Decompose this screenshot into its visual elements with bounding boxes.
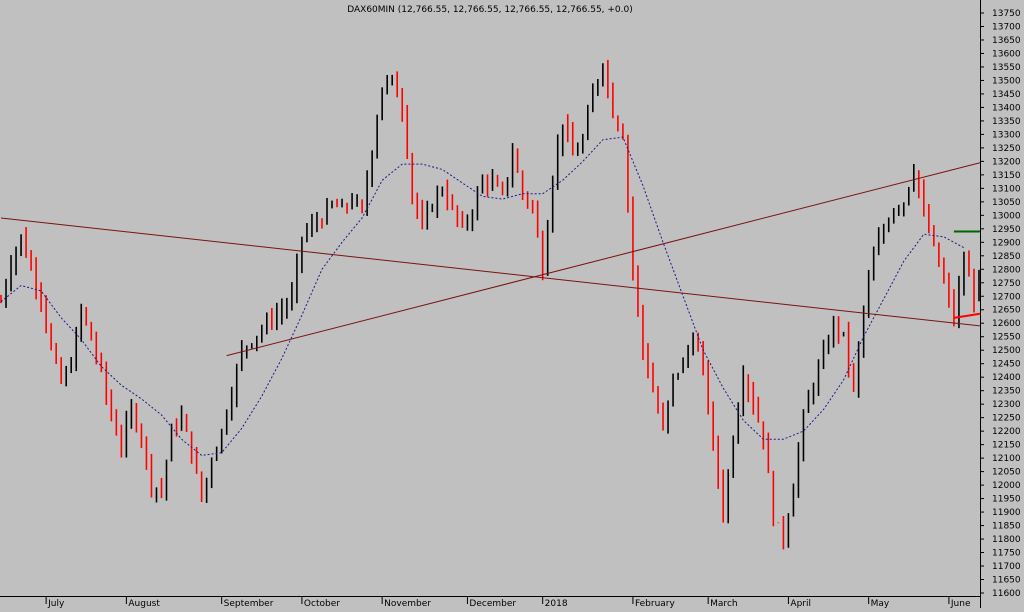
y-tick-label: 12900 — [992, 238, 1021, 248]
y-tick-label: 12350 — [992, 387, 1021, 397]
horizontal-marks — [953, 230, 981, 319]
chart-title: DAX60MIN (12,766.55, 12,766.55, 12,766.5… — [347, 5, 633, 15]
y-tick-label: 13600 — [992, 49, 1021, 59]
x-tick-label: March — [710, 599, 737, 608]
x-tick-label: February — [635, 599, 676, 608]
y-axis-ticks: 11600 11650 11700 11750 11800 11850 11900 11950… — [980, 9, 1021, 599]
y-tick-label: 13350 — [992, 117, 1021, 127]
y-tick-label: 12100 — [992, 454, 1021, 464]
y-tick-label: 12750 — [992, 279, 1021, 289]
x-tick-label: July — [47, 599, 65, 608]
y-tick-label: 13000 — [992, 211, 1021, 221]
y-tick-label: 12200 — [992, 427, 1021, 437]
y-tick-label: 13400 — [992, 103, 1021, 113]
y-tick-label: 12600 — [992, 319, 1021, 329]
price-level-mark — [953, 312, 981, 319]
moving-average-path — [0, 136, 965, 456]
x-tick-label: August — [128, 599, 160, 608]
y-tick-label: 12950 — [992, 225, 1021, 235]
y-tick-label: 11850 — [992, 522, 1021, 532]
y-tick-label: 12300 — [992, 400, 1021, 410]
price-bars — [0, 59, 980, 550]
y-tick-label: 13500 — [992, 76, 1021, 86]
y-tick-label: 12450 — [992, 360, 1021, 370]
y-tick-label: 11900 — [992, 508, 1021, 518]
y-tick-label: 13650 — [992, 36, 1021, 46]
trendlines — [0, 162, 981, 357]
x-tick-label: June — [950, 599, 971, 608]
y-tick-label: 11750 — [992, 549, 1021, 559]
x-tick-label: September — [224, 599, 274, 608]
y-tick-label: 13150 — [992, 171, 1021, 181]
x-tick-label: December — [469, 599, 516, 608]
trendline — [226, 162, 981, 357]
x-tick-label: April — [790, 599, 811, 608]
y-tick-label: 13700 — [992, 22, 1021, 32]
y-tick-label: 11700 — [992, 562, 1021, 572]
y-tick-label: 12800 — [992, 265, 1021, 275]
y-tick-label: 12250 — [992, 414, 1021, 424]
y-tick-label: 12400 — [992, 373, 1021, 383]
y-tick-label: 12150 — [992, 441, 1021, 451]
x-tick-label: November — [384, 599, 431, 608]
moving-average-line — [0, 136, 965, 456]
y-tick-label: 12500 — [992, 346, 1021, 356]
y-tick-label: 12550 — [992, 333, 1021, 343]
y-tick-label: 11950 — [992, 495, 1021, 505]
y-tick-label: 13300 — [992, 130, 1021, 140]
y-tick-label: 13250 — [992, 144, 1021, 154]
trendline — [0, 217, 981, 327]
x-tick-label: May — [871, 599, 890, 608]
y-tick-label: 13200 — [992, 157, 1021, 167]
y-tick-label: 12650 — [992, 306, 1021, 316]
y-tick-label: 12000 — [992, 481, 1021, 491]
y-tick-label: 13100 — [992, 184, 1021, 194]
y-tick-label: 11600 — [992, 589, 1021, 599]
y-tick-label: 11650 — [992, 576, 1021, 586]
y-tick-label: 13750 — [992, 9, 1021, 19]
x-tick-label: October — [304, 599, 340, 608]
x-axis-labels: July August September October November Decemb… — [45, 596, 971, 609]
y-tick-label: 13450 — [992, 90, 1021, 100]
y-tick-label: 12700 — [992, 292, 1021, 302]
y-tick-label: 12850 — [992, 252, 1021, 262]
y-tick-label: 12050 — [992, 468, 1021, 478]
y-tick-label: 13050 — [992, 198, 1021, 208]
y-tick-label: 11800 — [992, 535, 1021, 545]
y-tick-label: 13550 — [992, 63, 1021, 73]
x-tick-label: 2018 — [545, 599, 568, 608]
